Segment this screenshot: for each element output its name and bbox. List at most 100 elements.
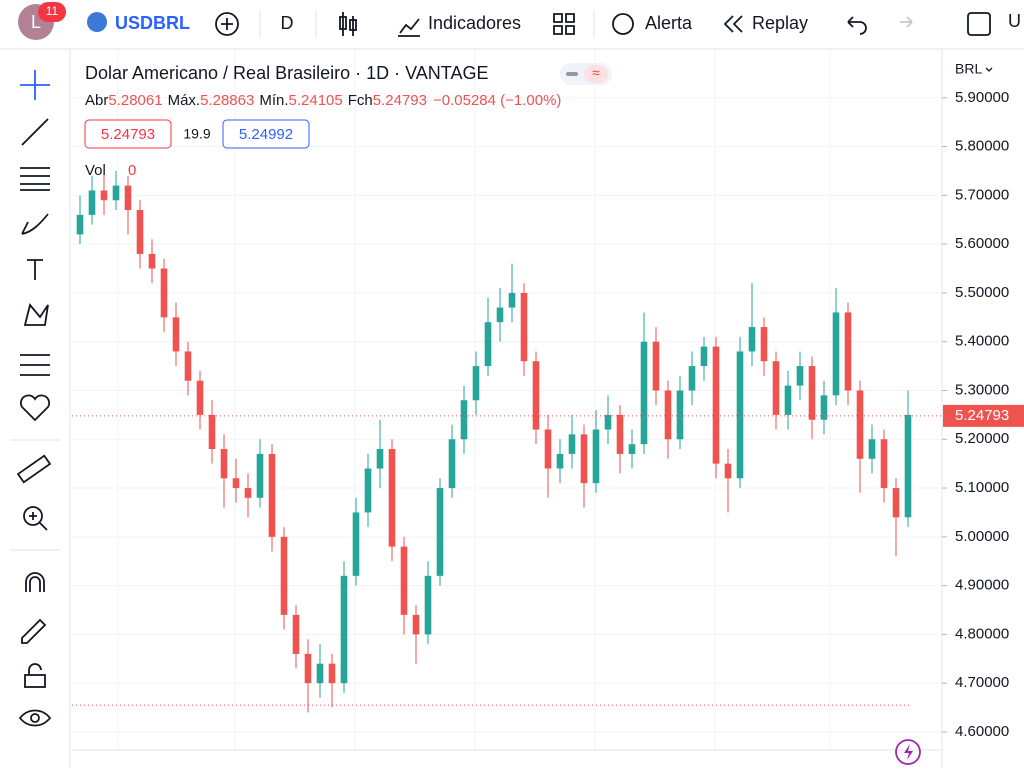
lightning-icon [904,744,913,760]
candle-icon [349,19,357,31]
candle-body [748,327,756,352]
candle-body [208,414,216,450]
candle-body [376,449,384,469]
line-tool[interactable] [21,118,49,146]
candle-body [760,327,768,362]
legend-item: 5.24793 [373,92,427,109]
replay[interactable]: Replay [752,13,808,33]
candle-body [700,346,708,367]
currency-caret [985,67,993,72]
layouts-icon[interactable] [553,13,575,35]
candle-body [304,653,312,684]
user-menu[interactable]: U [1008,11,1021,31]
y-tick-label: 5.60000 [955,235,1009,252]
candle-body [424,575,432,635]
undo[interactable] [847,16,867,35]
fib-tool[interactable] [20,167,50,191]
avatar-letter: L [31,12,41,32]
candle-body [652,341,660,391]
visibility-tool[interactable] [18,709,52,727]
candle-body [172,317,180,352]
lightning-button[interactable] [895,739,921,765]
legend-item: Abr [85,92,108,109]
alert[interactable]: Alerta [645,13,693,33]
y-tick-label: 5.20000 [955,430,1009,447]
currency[interactable]: BRL [955,61,982,77]
forecast-tool[interactable] [20,354,50,376]
candle-body [796,366,804,386]
y-tick-label: 5.30000 [955,381,1009,398]
candle-body [592,429,600,484]
candle-body [604,414,612,430]
candle-body [640,341,648,445]
y-tick-label: 5.00000 [955,528,1009,545]
candle-body [676,390,684,440]
lock-drawing-tool[interactable] [21,618,47,644]
y-tick-label: 4.60000 [955,723,1009,740]
lock-tool[interactable] [24,674,46,688]
candle-body [904,414,912,518]
candle-body [364,468,372,513]
ask: 5.24992 [239,126,293,143]
candle-body [712,346,720,464]
favorites-tool[interactable] [19,394,51,422]
indicators[interactable]: Indicadores [428,13,521,33]
y-tick-label: 5.70000 [955,186,1009,203]
chart-title: Dolar Americano / Real Brasileiro · 1D ·… [85,63,488,83]
legend-item: Máx. [168,92,201,109]
text-tool[interactable] [27,259,43,280]
pattern-tool[interactable] [23,303,49,326]
crosshair-tool[interactable] [20,70,50,100]
candle-body [556,453,564,469]
symbol[interactable]: USDBRL [115,13,190,33]
ask-box[interactable] [222,119,310,149]
candle-body [76,214,84,235]
candle-body [808,366,816,420]
candle-body [784,385,792,415]
candle-body [544,429,552,469]
y-tick-label: 5.80000 [955,138,1009,155]
interval[interactable]: D [281,13,294,33]
candle-body [316,663,324,684]
zoom-tool[interactable] [23,506,43,526]
candle-icon [339,16,347,30]
ruler-tool[interactable] [16,454,52,484]
candle-body [184,351,192,381]
y-tick-label: 4.70000 [955,674,1009,691]
candle-body [268,453,276,537]
candle-body [100,190,108,201]
last-price-tag [943,404,1024,427]
legend-item: 5.24105 [289,92,343,109]
candle-body [508,292,516,308]
bid-box[interactable] [84,119,172,149]
replay-icon [723,15,743,33]
magnet-tool[interactable] [25,572,45,592]
add-symbol[interactable] [215,12,239,36]
candle-body [832,312,840,396]
y-tick-label: 4.80000 [955,625,1009,642]
candle-body [388,449,396,547]
candle-body [448,439,456,489]
volume-label: Vol [85,162,106,179]
chart-type-icon[interactable] [342,12,354,36]
fullscreen[interactable] [967,12,991,36]
candle-body [352,512,360,576]
candle-body [868,439,876,459]
candle-body [292,614,300,654]
candle-body [196,380,204,415]
candle-body [724,463,732,479]
legend-item: Fch [348,92,373,109]
candle-body [736,351,744,479]
last-price-label: 5.24793 [955,407,1009,424]
y-tick-label: 5.90000 [955,89,1009,106]
brush-tool[interactable] [21,213,49,235]
y-tick-label: 5.50000 [955,284,1009,301]
spread: 19.9 [183,126,210,142]
candle-body [220,449,228,479]
ohlc-legend: Abr5.28061 Máx.5.28863 Mín.5.24105 Fch5.247… [85,92,561,109]
candle-body [628,444,636,454]
legend-item: −0.05284 (−1.00%) [433,92,561,109]
redo[interactable] [900,16,913,28]
